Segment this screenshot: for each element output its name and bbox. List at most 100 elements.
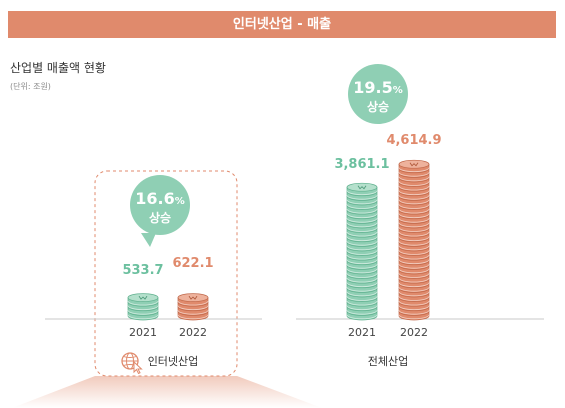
coin-highlight xyxy=(346,259,378,264)
coin-highlight xyxy=(398,273,430,278)
coin-highlight xyxy=(127,305,159,310)
coin-highlight xyxy=(398,314,430,320)
year-label-total-2021: 2021 xyxy=(348,326,376,339)
year-label-total-2022: 2022 xyxy=(400,326,428,339)
coin-highlight xyxy=(346,264,378,269)
coin-highlight xyxy=(346,204,378,209)
coin-highlight xyxy=(346,310,378,315)
coin-highlight xyxy=(398,282,430,287)
coin-highlight xyxy=(346,273,378,278)
coin-highlight xyxy=(398,199,430,205)
coin-highlight xyxy=(346,222,378,228)
won-sign-icon xyxy=(188,295,198,300)
coin-highlight xyxy=(346,241,378,246)
growth-symbol-total: % xyxy=(393,85,403,96)
coin-highlight xyxy=(177,310,209,315)
coin-highlight xyxy=(398,310,430,315)
coin-highlight xyxy=(127,314,159,320)
coin-highlight xyxy=(398,245,430,251)
value-label-total-2022: 4,614.9 xyxy=(386,133,441,148)
year-label-internet-2022: 2022 xyxy=(179,326,207,339)
coin-highlight xyxy=(346,300,378,306)
coin-highlight xyxy=(346,250,378,255)
coin-highlight xyxy=(346,305,378,310)
coin-highlight xyxy=(177,300,209,306)
coin-highlight xyxy=(398,185,430,191)
coin-highlight xyxy=(398,296,430,301)
coin-highlight xyxy=(398,291,430,297)
coin-highlight xyxy=(398,259,430,264)
coin-highlight xyxy=(346,282,378,287)
coin-highlight xyxy=(346,314,378,320)
coin-highlight xyxy=(398,190,430,195)
coin-highlight xyxy=(346,245,378,251)
value-label-total-2021: 3,861.1 xyxy=(334,157,389,172)
coin-highlight xyxy=(346,208,378,214)
category-label-internet: 인터넷산업 xyxy=(148,355,199,368)
coin-highlight xyxy=(346,227,378,232)
coin-highlight xyxy=(346,190,378,195)
coin-highlight xyxy=(346,296,378,301)
growth-symbol-internet: % xyxy=(175,196,185,207)
coin-highlight xyxy=(346,287,378,292)
coin-highlight xyxy=(346,254,378,260)
coin-stack-internet-2022 xyxy=(177,293,209,321)
coin-highlight xyxy=(398,231,430,237)
chart-subtitle: 산업별 매출액 현황 xyxy=(10,61,106,75)
svg-text:19.5%: 19.5% xyxy=(353,78,403,97)
year-label-internet-2021: 2021 xyxy=(129,326,157,339)
category-label-total: 전체산업 xyxy=(368,355,408,368)
coin-highlight xyxy=(177,314,209,320)
coin-highlight xyxy=(398,300,430,306)
coin-highlight xyxy=(346,199,378,205)
coin-highlight xyxy=(398,213,430,218)
growth-text-total: 상승 xyxy=(367,99,389,114)
won-sign-icon xyxy=(138,295,148,300)
coin-highlight xyxy=(398,254,430,260)
coin-highlight xyxy=(398,287,430,292)
spotlight-beam xyxy=(12,376,322,408)
coin-highlight xyxy=(346,277,378,283)
coin-highlight xyxy=(398,176,430,182)
coin-highlight xyxy=(346,195,378,200)
won-sign-icon xyxy=(409,162,419,167)
growth-pct-total: 19.5 xyxy=(353,78,392,97)
coin-highlight xyxy=(398,172,430,177)
coin-highlight xyxy=(398,305,430,310)
growth-bubble-internet: 16.6% 상승 xyxy=(130,175,190,247)
growth-bubble-total: 19.5% 상승 xyxy=(348,64,408,124)
coin-highlight xyxy=(346,231,378,237)
coin-highlight xyxy=(398,264,430,269)
won-sign-icon xyxy=(357,185,367,190)
coin-highlight xyxy=(177,305,209,310)
coin-highlight xyxy=(346,236,378,241)
coin-highlight xyxy=(398,236,430,241)
coin-highlight xyxy=(398,195,430,200)
value-label-internet-2021: 533.7 xyxy=(122,263,163,278)
coin-highlight xyxy=(346,213,378,218)
svg-text:16.6%: 16.6% xyxy=(135,189,185,208)
coin-highlight xyxy=(346,291,378,297)
coin-highlight xyxy=(127,310,159,315)
coin-highlight xyxy=(346,268,378,274)
coin-highlight xyxy=(398,204,430,209)
coin-highlight xyxy=(398,250,430,255)
unit-note: (단위: 조원) xyxy=(10,82,51,91)
coin-highlight xyxy=(398,268,430,274)
coin-highlight xyxy=(398,181,430,186)
coin-highlight xyxy=(127,300,159,306)
coin-highlight xyxy=(398,218,430,223)
coin-stack-total-2022 xyxy=(398,159,430,321)
coin-highlight xyxy=(398,227,430,232)
coin-stack-total-2021 xyxy=(346,182,378,321)
globe-cursor-icon xyxy=(121,352,143,375)
coin-highlight xyxy=(346,218,378,223)
coin-stack-internet-2021 xyxy=(127,293,159,321)
coin-highlight xyxy=(398,208,430,214)
coin-highlight xyxy=(398,167,430,172)
coin-highlight xyxy=(398,277,430,283)
growth-pct-internet: 16.6 xyxy=(135,189,174,208)
value-label-internet-2022: 622.1 xyxy=(172,256,213,271)
coin-highlight xyxy=(398,222,430,228)
